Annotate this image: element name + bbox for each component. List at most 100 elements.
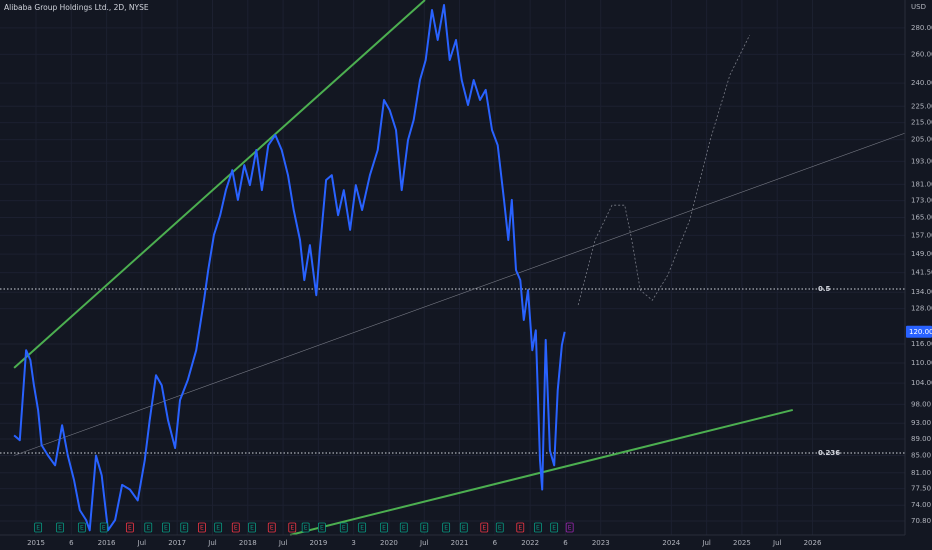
earnings-marker	[358, 522, 367, 533]
earnings-marker	[125, 522, 134, 533]
y-tick-label: 141.50	[911, 269, 932, 277]
earnings-marker	[231, 522, 240, 533]
earnings-marker-label: E	[146, 525, 150, 532]
y-tick-label: 225.00	[911, 102, 932, 110]
earnings-marker	[161, 522, 170, 533]
earnings-marker-label: E	[462, 525, 466, 532]
y-tick-label: 110.00	[911, 359, 932, 367]
y-tick-label: 260.00	[911, 50, 932, 58]
earnings-marker	[380, 522, 388, 533]
x-tick-label: 2016	[98, 539, 116, 547]
y-tick-label: 149.00	[911, 250, 932, 258]
earnings-marker	[516, 522, 525, 533]
fib-level-label: 0.5	[818, 285, 831, 293]
y-tick-label: 165.00	[911, 214, 932, 222]
y-tick-label: 74.00	[911, 501, 931, 509]
earnings-marker	[56, 522, 64, 533]
y-tick-label: 70.80	[911, 517, 931, 525]
x-tick-label: 2020	[380, 539, 398, 547]
earnings-marker	[534, 522, 542, 533]
plot-area	[0, 0, 906, 536]
earnings-marker-label: E	[164, 525, 168, 532]
x-tick-label: Jul	[701, 539, 711, 547]
x-tick-label: 2025	[733, 539, 751, 547]
earnings-marker-label: E	[320, 525, 324, 532]
earnings-marker-label: E	[58, 525, 62, 532]
earnings-marker	[339, 522, 348, 533]
x-tick-label: 2019	[309, 539, 327, 547]
fib-level-label: 0.236	[818, 449, 840, 457]
chart-title: Alibaba Group Holdings Ltd., 2D, NYSE	[4, 3, 149, 12]
earnings-marker-label: E	[182, 525, 186, 532]
x-tick-label: 2015	[27, 539, 45, 547]
currency-label: USD	[911, 3, 926, 11]
earnings-marker	[459, 522, 468, 533]
earnings-marker-label: E	[518, 525, 522, 532]
earnings-marker-label: E	[482, 525, 486, 532]
x-tick-label: 6	[563, 539, 568, 547]
earnings-marker	[480, 522, 489, 533]
earnings-marker-label: E	[402, 525, 406, 532]
earnings-marker	[399, 522, 408, 533]
earnings-marker-label: E	[444, 525, 448, 532]
y-tick-label: 134.00	[911, 288, 932, 296]
projection-line	[577, 34, 751, 306]
y-tick-label: 157.00	[911, 231, 932, 239]
y-tick-label: 85.00	[911, 451, 931, 459]
earnings-marker	[197, 522, 206, 533]
x-tick-label: Jul	[278, 539, 288, 547]
y-tick-label: 116.00	[911, 340, 932, 348]
x-tick-label: 3	[351, 539, 355, 547]
earnings-marker-label: E	[250, 525, 254, 532]
earnings-marker-label: E	[422, 525, 426, 532]
earnings-marker-label: E	[568, 525, 572, 532]
earnings-marker	[565, 522, 574, 533]
x-tick-label: 2023	[592, 539, 610, 547]
y-tick-label: 181.00	[911, 180, 932, 188]
x-tick-label: 2022	[521, 539, 539, 547]
earnings-marker-label: E	[200, 525, 204, 532]
earnings-marker-label: E	[304, 525, 308, 532]
x-tick-label: 6	[493, 539, 498, 547]
trend-line	[13, 0, 426, 369]
earnings-marker	[248, 522, 256, 533]
earnings-marker	[495, 522, 504, 533]
y-tick-label: 173.00	[911, 197, 932, 205]
earnings-marker	[77, 522, 86, 533]
earnings-marker-label: E	[342, 525, 346, 532]
earnings-marker-label: E	[80, 525, 84, 532]
y-tick-label: 77.50	[911, 485, 931, 493]
earnings-marker-label: E	[270, 525, 274, 532]
earnings-marker-label: E	[382, 525, 386, 532]
earnings-marker-label: E	[360, 525, 364, 532]
trend-line	[14, 132, 906, 456]
y-tick-label: 215.00	[911, 119, 932, 127]
earnings-marker	[34, 522, 43, 533]
x-tick-label: 2024	[662, 539, 680, 547]
earnings-marker-label: E	[290, 525, 294, 532]
x-tick-label: 2021	[451, 539, 469, 547]
x-tick-label: Jul	[207, 539, 217, 547]
earnings-marker	[180, 522, 189, 533]
y-tick-label: 280.00	[911, 24, 932, 32]
earnings-marker	[318, 522, 326, 533]
x-tick-label: Jul	[772, 539, 782, 547]
earnings-marker-label: E	[552, 525, 556, 532]
earnings-marker-label: E	[128, 525, 132, 532]
earnings-marker-label: E	[102, 525, 106, 532]
y-tick-label: 193.00	[911, 157, 932, 165]
earnings-marker-label: E	[216, 525, 220, 532]
earnings-marker	[550, 522, 559, 533]
earnings-marker-label: E	[36, 525, 40, 532]
y-tick-label: 81.00	[911, 469, 931, 477]
earnings-marker	[301, 522, 310, 533]
earnings-marker	[214, 522, 223, 533]
y-tick-label: 89.00	[911, 435, 931, 443]
y-tick-label: 240.00	[911, 79, 932, 87]
earnings-marker	[99, 522, 108, 533]
y-tick-label: 98.00	[911, 400, 931, 408]
y-tick-label: 104.00	[911, 379, 932, 387]
x-tick-label: Jul	[419, 539, 429, 547]
